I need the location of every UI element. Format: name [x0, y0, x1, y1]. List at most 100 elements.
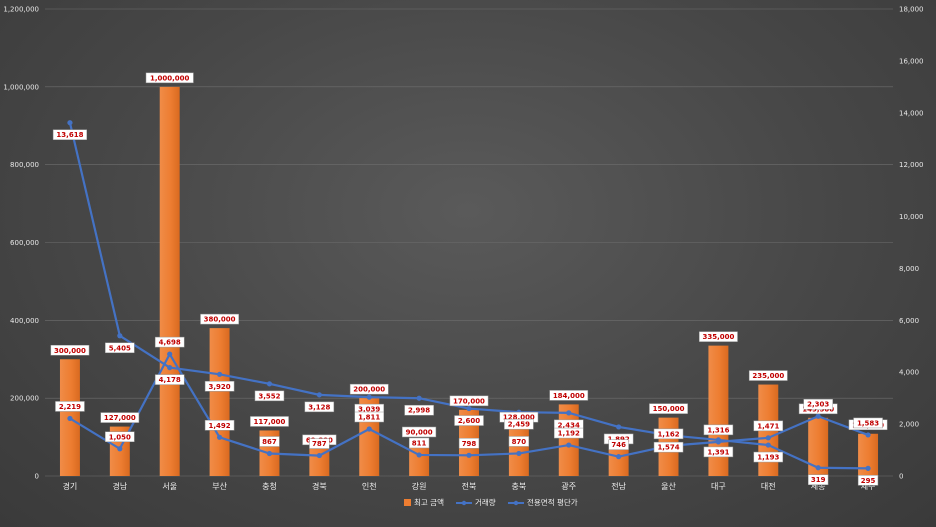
line-point: [167, 351, 173, 357]
data-label: 117,000: [250, 416, 289, 427]
svg-text:2,998: 2,998: [408, 407, 430, 415]
svg-text:1,492: 1,492: [209, 422, 231, 430]
x-category-label: 인천: [362, 481, 377, 491]
x-axis-categories: 경기 경남 서울 부산 충청 경북 인천 강원 전북 충북 광주 전남 울산 대구 대전 세종 제주: [63, 481, 876, 491]
data-label: 1,162: [653, 428, 684, 440]
line-point: [466, 405, 472, 412]
line-point: [566, 442, 572, 448]
line-point: [266, 381, 273, 387]
y-right-tick-label: 0: [899, 473, 903, 481]
data-label: 170,000: [449, 395, 489, 407]
data-label: 4,698: [154, 336, 185, 348]
svg-text:811: 811: [412, 439, 427, 447]
svg-text:1,162: 1,162: [657, 430, 679, 438]
data-label: 1,193: [753, 451, 784, 463]
svg-text:3,920: 3,920: [209, 383, 231, 391]
y-right-tick-label: 10,000: [899, 213, 924, 221]
line-point: [117, 333, 123, 339]
legend-item-price: 전용면적 평단가: [508, 497, 578, 507]
data-label: 2,219: [55, 401, 85, 412]
data-label: 3,552: [254, 390, 285, 402]
data-label: 1,492: [204, 420, 235, 431]
svg-text:1,471: 1,471: [757, 422, 779, 430]
x-category-label: 제주: [861, 482, 876, 491]
svg-text:170,000: 170,000: [453, 397, 485, 405]
y-left-tick-label: 1,200,000: [3, 6, 39, 14]
legend: 최고 금액 거래량 전용면적 평단가: [404, 497, 578, 507]
svg-text:1,316: 1,316: [707, 426, 729, 434]
svg-text:870: 870: [512, 438, 527, 446]
line-point: [316, 392, 322, 398]
data-label: 746: [608, 439, 629, 450]
svg-text:128,000: 128,000: [503, 414, 535, 422]
bar: [409, 440, 430, 476]
data-label: 335,000: [699, 331, 738, 342]
y-left-tick-label: 800,000: [10, 161, 39, 169]
data-label: 235,000: [748, 370, 788, 381]
x-category-label: 대전: [761, 481, 776, 491]
y-left-tick-label: 200,000: [10, 395, 39, 403]
line-point: [216, 434, 223, 440]
svg-text:184,000: 184,000: [553, 392, 585, 400]
line-point: [815, 413, 821, 419]
data-label: 295: [857, 475, 879, 486]
data-label: 319: [808, 474, 829, 485]
line-point: [616, 454, 622, 460]
bar: [858, 433, 879, 476]
bar: [808, 417, 829, 476]
line-point: [616, 424, 622, 430]
line-point: [67, 415, 73, 422]
data-label: 90,000: [402, 426, 437, 438]
line-point: [516, 450, 522, 457]
line-series: [67, 120, 871, 471]
data-label: 1,811: [354, 411, 384, 423]
svg-text:90,000: 90,000: [406, 428, 433, 436]
svg-text:4,178: 4,178: [159, 376, 181, 384]
svg-text:3,552: 3,552: [258, 392, 280, 400]
svg-text:2,600: 2,600: [458, 417, 480, 425]
x-category-label: 경기: [63, 481, 78, 491]
data-label: 5,405: [105, 342, 135, 354]
y-left-tick-label: 400,000: [10, 317, 39, 325]
data-label: 1,316: [703, 424, 734, 436]
line-point: [366, 426, 372, 432]
grid-lines: [45, 8, 893, 477]
svg-text:3,128: 3,128: [308, 403, 330, 411]
svg-text:335,000: 335,000: [702, 333, 734, 341]
data-label: 2,303: [803, 398, 833, 410]
svg-text:전용면적 평단가: 전용면적 평단가: [527, 497, 578, 507]
svg-text:235,000: 235,000: [752, 372, 784, 380]
svg-text:867: 867: [262, 438, 277, 446]
data-label: 3,920: [204, 381, 235, 392]
legend-item-volume: 거래량: [456, 498, 496, 507]
svg-text:300,000: 300,000: [54, 347, 86, 355]
x-category-label: 경남: [112, 481, 127, 491]
y-right-tick-label: 14,000: [899, 109, 924, 117]
svg-text:2,459: 2,459: [508, 421, 530, 429]
data-label: 1,583: [853, 417, 883, 429]
svg-text:1,391: 1,391: [707, 448, 729, 456]
svg-text:1,192: 1,192: [558, 430, 580, 438]
y-left-tick-label: 0: [35, 473, 39, 481]
svg-text:117,000: 117,000: [254, 418, 286, 426]
line-point: [167, 365, 173, 371]
data-label: 811: [408, 437, 430, 449]
svg-text:746: 746: [611, 441, 626, 449]
y-right-tick-label: 8,000: [899, 265, 919, 273]
svg-text:200,000: 200,000: [353, 386, 385, 394]
svg-text:1,193: 1,193: [757, 454, 779, 462]
x-category-label: 전북: [462, 481, 477, 491]
data-label: 2,600: [454, 415, 484, 426]
y-left-tick-label: 600,000: [10, 239, 39, 247]
svg-text:798: 798: [462, 440, 477, 448]
x-category-label: 전남: [611, 481, 626, 491]
line-point: [815, 465, 821, 471]
data-label: 300,000: [50, 345, 90, 356]
svg-text:2,219: 2,219: [59, 403, 81, 411]
data-label: 1,192: [554, 427, 584, 439]
y-right-tick-label: 16,000: [899, 57, 924, 65]
line-point: [416, 395, 422, 401]
data-label: 1,471: [753, 420, 784, 432]
svg-text:5,405: 5,405: [109, 344, 131, 352]
